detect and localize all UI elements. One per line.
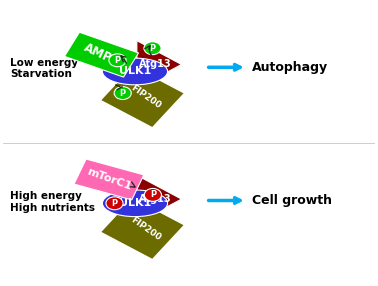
- Polygon shape: [101, 66, 184, 128]
- Polygon shape: [137, 41, 181, 88]
- Text: Atg13: Atg13: [139, 194, 172, 204]
- Text: High energy
High nutrients: High energy High nutrients: [10, 191, 95, 213]
- Text: P: P: [149, 44, 156, 53]
- Polygon shape: [65, 32, 138, 77]
- Text: Low energy
Starvation: Low energy Starvation: [10, 58, 78, 80]
- Text: Atg13: Atg13: [139, 59, 172, 69]
- Text: P: P: [115, 56, 121, 65]
- Text: AMPK: AMPK: [81, 41, 122, 69]
- Ellipse shape: [102, 190, 167, 217]
- Polygon shape: [74, 159, 144, 200]
- Text: FIP200: FIP200: [129, 215, 163, 242]
- Circle shape: [114, 87, 131, 100]
- Ellipse shape: [102, 58, 167, 85]
- Circle shape: [109, 54, 126, 67]
- Text: Cell growth: Cell growth: [253, 194, 332, 207]
- Text: P: P: [112, 199, 118, 208]
- Text: FIP200: FIP200: [129, 83, 163, 110]
- Polygon shape: [137, 175, 181, 223]
- Text: P: P: [120, 89, 126, 98]
- Circle shape: [144, 42, 161, 55]
- Circle shape: [144, 188, 161, 201]
- Text: ULK1: ULK1: [119, 198, 151, 208]
- Text: mTorC1: mTorC1: [85, 167, 133, 192]
- Text: P: P: [150, 190, 156, 199]
- Polygon shape: [101, 198, 184, 259]
- Text: ULK1: ULK1: [119, 66, 151, 76]
- Circle shape: [106, 197, 123, 210]
- Text: Autophagy: Autophagy: [253, 61, 328, 74]
